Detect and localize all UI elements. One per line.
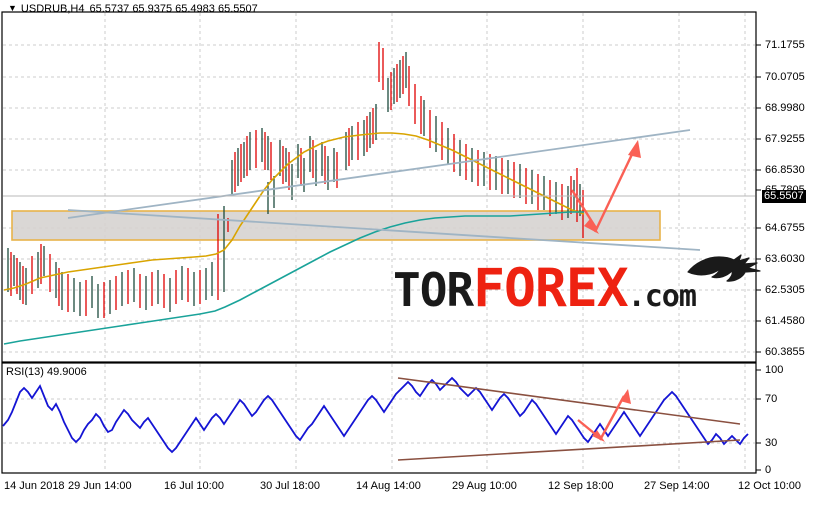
support-resistance-zone (11, 210, 661, 241)
x-tick-0: 14 Jun 2018 (4, 480, 65, 492)
rsi-projected-rally-arrow-head (620, 389, 631, 404)
price-tick-9: 61.4580 (765, 315, 805, 327)
projected-decline-arrow-shaft (570, 189, 598, 229)
price-tick-2: 68.9980 (765, 102, 805, 114)
rsi-line (2, 376, 749, 454)
price-tick-1: 70.0705 (765, 71, 805, 83)
price-tick-6: 64.6755 (765, 222, 805, 234)
x-tick-3: 30 Jul 18:00 (260, 480, 320, 492)
price-axis-ticks (756, 44, 761, 353)
current-price-badge: 65.5507 (762, 190, 806, 203)
x-tick-8: 12 Oct 10:00 (738, 480, 801, 492)
projected-rally-arrow-shaft (593, 147, 637, 233)
rsi-projection-arrows (577, 389, 631, 442)
rsi-upper-trendline (397, 377, 741, 425)
candlestick-series (7, 42, 584, 318)
rsi-panel-frame (1, 362, 757, 474)
symbol-timeframe-label: USDRUB,H4 (20, 3, 85, 15)
price-tick-0: 71.1755 (765, 39, 805, 51)
rsi-tick-1: 70 (765, 393, 778, 405)
rsi-indicator-label: RSI(13) 49.9006 (6, 366, 87, 378)
x-tick-2: 16 Jul 10:00 (164, 480, 224, 492)
x-tick-7: 27 Sep 14:00 (644, 480, 710, 492)
projected-rally-arrow-head (628, 140, 641, 158)
price-tick-7: 63.6030 (765, 253, 805, 265)
projection-arrows (570, 140, 641, 234)
chart-header: ▼ USDRUB,H4 65.5737 65.9375 65.4983 65.550… (8, 3, 258, 15)
x-tick-6: 12 Sep 18:00 (548, 480, 614, 492)
rsi-axis-ticks (756, 369, 761, 471)
rsi-projected-rally-arrow-shaft (598, 395, 626, 441)
rsi-tick-2: 30 (765, 437, 778, 449)
price-tick-3: 67.9255 (765, 133, 805, 145)
x-tick-5: 29 Aug 10:00 (452, 480, 517, 492)
x-tick-1: 29 Jun 14:00 (68, 480, 132, 492)
price-tick-10: 60.3855 (765, 346, 805, 358)
rsi-lower-trendline (397, 439, 741, 461)
x-tick-4: 14 Aug 14:00 (356, 480, 421, 492)
upper-resistance-trendline (67, 129, 691, 219)
ma-slow-line (3, 211, 584, 345)
price-tick-8: 62.5305 (765, 284, 805, 296)
lower-support-trendline (67, 209, 701, 251)
ma-fast-line (3, 132, 585, 291)
ohlc-values: 65.5737 65.9375 65.4983 65.5507 (89, 3, 258, 15)
price-tick-4: 66.8530 (765, 164, 805, 176)
collapse-triangle-icon[interactable]: ▼ (8, 3, 17, 13)
rsi-tick-3: 0 (765, 464, 772, 476)
rsi-tick-0: 100 (765, 364, 784, 376)
